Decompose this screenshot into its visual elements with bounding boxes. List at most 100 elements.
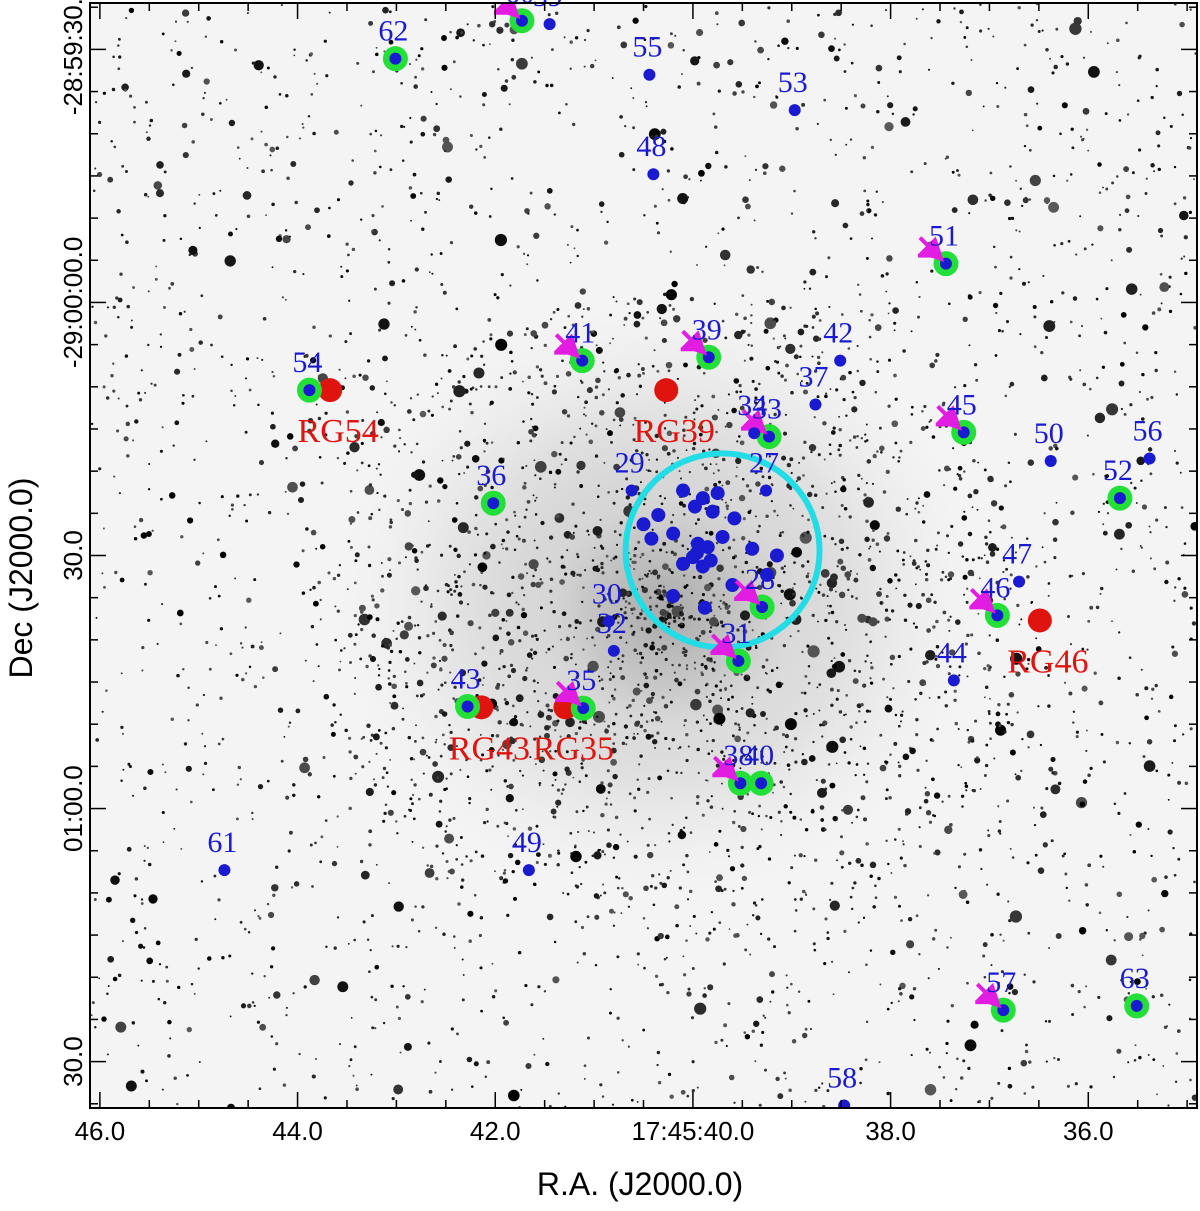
background-star (1106, 42, 1109, 45)
background-star (505, 620, 508, 622)
background-star (779, 833, 783, 837)
background-star (414, 905, 417, 908)
background-star (681, 606, 684, 610)
background-star (826, 1089, 830, 1093)
background-star (883, 535, 891, 542)
background-star (482, 676, 485, 679)
background-star (388, 882, 391, 885)
background-star (849, 138, 853, 141)
background-star (1111, 620, 1113, 623)
background-star (678, 663, 681, 667)
background-star (938, 1065, 941, 1069)
background-star (507, 639, 515, 646)
y-axis-title: Dec (J2000.0) (3, 478, 39, 679)
background-star (769, 971, 775, 978)
background-star (202, 773, 205, 776)
background-star (1009, 480, 1012, 484)
background-star (801, 758, 808, 766)
background-star (1166, 1025, 1168, 1028)
background-star (410, 325, 413, 328)
background-star (679, 611, 682, 614)
background-star (761, 755, 764, 758)
background-star (671, 737, 676, 742)
background-star (826, 595, 829, 598)
background-star (1189, 136, 1193, 140)
background-star (840, 865, 844, 869)
background-star (745, 708, 755, 718)
background-star (320, 481, 324, 485)
background-star (631, 612, 634, 615)
background-star (1027, 746, 1030, 749)
background-star (614, 599, 619, 603)
background-star (654, 711, 658, 714)
x-tick-label: 36.0 (1063, 1116, 1114, 1146)
background-star (647, 572, 650, 575)
background-star (413, 662, 416, 665)
background-star (785, 1003, 789, 1007)
background-star (894, 713, 898, 717)
background-star (204, 35, 208, 38)
background-star (830, 610, 835, 615)
background-star (575, 675, 579, 679)
background-star (645, 453, 649, 457)
background-star (854, 773, 857, 777)
background-star (323, 693, 330, 700)
background-star (723, 1023, 728, 1028)
background-star (816, 395, 820, 399)
background-star (956, 1057, 959, 1061)
background-star (382, 1021, 386, 1025)
background-star (253, 578, 257, 582)
background-star (728, 928, 731, 930)
background-star (779, 531, 782, 535)
background-star (671, 280, 678, 288)
background-star (1132, 850, 1137, 854)
background-star (478, 933, 483, 938)
background-star (598, 201, 605, 207)
background-star (801, 1032, 808, 1039)
background-star (366, 359, 371, 363)
background-star (580, 600, 584, 604)
background-star (430, 90, 433, 94)
red-giant-label: RG46 (1007, 643, 1088, 680)
background-star (847, 761, 851, 765)
background-star (368, 654, 372, 658)
background-star (548, 535, 554, 540)
background-star (914, 583, 917, 586)
background-star (816, 13, 820, 17)
background-star (589, 733, 593, 737)
background-star (1193, 880, 1196, 884)
background-star (1085, 749, 1088, 752)
background-star (733, 1101, 736, 1104)
background-star (170, 717, 175, 721)
background-star (404, 994, 411, 1000)
source-point (1130, 999, 1143, 1012)
background-star (935, 644, 940, 649)
background-star (512, 370, 517, 375)
background-star (865, 1020, 869, 1024)
background-star (748, 810, 752, 814)
background-star (1147, 447, 1153, 452)
background-star (286, 512, 290, 516)
background-star (886, 532, 890, 535)
background-star (176, 609, 184, 617)
background-star (714, 150, 719, 155)
background-star (923, 162, 927, 166)
background-star (805, 574, 810, 579)
background-star (995, 711, 1001, 717)
background-star (959, 20, 963, 24)
background-star (937, 695, 941, 699)
background-star (729, 866, 736, 872)
background-star (473, 894, 477, 897)
background-star (177, 985, 181, 990)
background-star (862, 773, 866, 776)
background-star (746, 923, 749, 926)
background-star (617, 876, 621, 880)
background-star (420, 131, 426, 137)
background-star (964, 642, 969, 646)
background-star (573, 435, 576, 439)
background-star (713, 720, 716, 723)
background-star (146, 957, 154, 965)
background-star (652, 903, 656, 907)
background-star (626, 840, 629, 843)
background-star (788, 1088, 792, 1092)
